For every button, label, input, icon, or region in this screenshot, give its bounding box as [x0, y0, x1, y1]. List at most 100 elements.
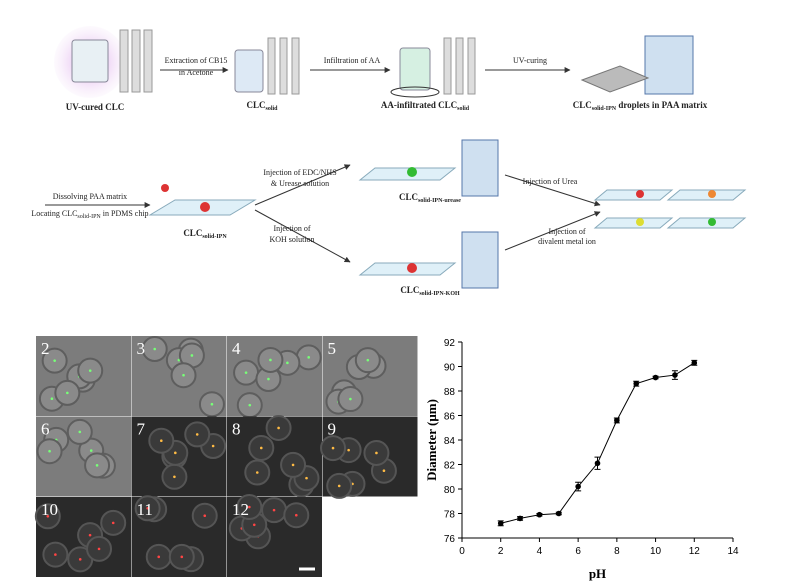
micrograph-panel: 2	[36, 336, 131, 416]
step-text: in Acetone	[179, 68, 214, 77]
droplet-core	[153, 347, 157, 351]
chips	[148, 167, 747, 276]
label: AA-infiltrated CLCsolid	[381, 100, 470, 112]
droplet-core	[286, 361, 289, 365]
droplet-core	[248, 505, 251, 509]
droplet-core	[88, 533, 92, 537]
label: UV-cured CLC	[66, 102, 124, 112]
droplet-core	[78, 558, 82, 561]
panel-label: 2	[41, 339, 50, 358]
x-tick-label: 10	[650, 546, 662, 557]
droplet-core	[337, 484, 341, 488]
label-sub: solid-IPN	[77, 214, 101, 220]
data-point	[672, 372, 678, 378]
step-text: & Urease solution	[271, 179, 329, 188]
schematic: UV-cured CLC Extraction of CB15 in Aceto…	[31, 26, 747, 297]
droplet-core	[95, 464, 99, 467]
panel-label: 3	[137, 339, 146, 358]
droplet-core	[203, 514, 207, 518]
data-point	[691, 360, 698, 366]
droplet-core	[190, 354, 194, 357]
y-axis-label: Diameter (μm)	[424, 399, 439, 481]
droplet-core	[244, 371, 248, 374]
droplet-core	[173, 475, 176, 479]
data-point	[633, 380, 640, 387]
micrograph-panel: 9	[320, 416, 418, 499]
data-point	[517, 515, 523, 522]
droplet-core	[89, 449, 93, 452]
beaker	[234, 49, 264, 93]
lattice	[119, 29, 694, 95]
y-tick-label: 88	[444, 387, 456, 398]
data-line	[500, 362, 695, 524]
panel-label: 10	[41, 500, 58, 519]
droplet-core	[182, 373, 185, 377]
y-tick-label: 84	[444, 436, 456, 447]
droplet-core	[88, 369, 92, 372]
micrograph-panel: 12	[227, 494, 322, 577]
label-sub: solid	[266, 106, 279, 112]
label-main: CLC	[400, 285, 419, 295]
panel-label: 5	[328, 339, 337, 358]
label-main: CLC	[573, 100, 592, 110]
droplet-core	[50, 397, 54, 401]
label-rest: in PDMS chip	[101, 209, 149, 218]
x-tick-label: 4	[537, 546, 543, 557]
micrograph-panel: 11	[131, 495, 227, 577]
droplet-core	[349, 397, 352, 401]
droplet-core	[195, 433, 199, 436]
droplet-core	[252, 523, 256, 527]
step-text: Extraction of CB15	[165, 56, 228, 65]
droplet-core	[210, 402, 214, 406]
x-tick-label: 0	[459, 546, 465, 557]
micrograph-panel: 10	[34, 497, 131, 577]
droplet-core	[157, 555, 161, 559]
x-tick-label: 14	[727, 546, 739, 557]
step-text: Injection of Urea	[523, 177, 578, 186]
droplet-core	[291, 463, 295, 467]
droplet-core	[248, 403, 252, 407]
label-sub: solid	[457, 106, 470, 112]
panel-label: 4	[232, 339, 241, 358]
beaker	[71, 39, 109, 83]
step-text: Infiltration of AA	[324, 56, 381, 65]
droplet-core	[259, 446, 263, 450]
label-rest: droplets in PAA matrix	[616, 100, 708, 110]
panel-label: 8	[232, 420, 241, 439]
droplet-core	[307, 356, 310, 359]
x-tick-label: 6	[575, 546, 581, 557]
data-point	[652, 374, 659, 381]
y-tick-label: 78	[444, 510, 456, 521]
step-text: UV-curing	[513, 56, 547, 65]
droplet-core	[53, 359, 56, 362]
droplet-core	[174, 451, 177, 455]
droplet-core	[146, 506, 149, 510]
arrows	[45, 67, 601, 263]
data-point	[497, 520, 504, 527]
label-main: CLC	[399, 192, 418, 202]
step-text: Injection of	[548, 227, 585, 236]
droplets	[161, 167, 716, 273]
y-tick-label: 80	[444, 485, 456, 496]
matrix-slab	[580, 65, 650, 93]
micrograph-panel: 3	[131, 336, 227, 418]
label-main: CLC	[246, 100, 265, 110]
x-tick-label: 2	[498, 546, 504, 557]
step-text: Dissolving PAA matrix	[53, 192, 127, 201]
label-main: Locating CLC	[31, 209, 77, 218]
droplet-core	[255, 471, 259, 474]
data-point	[536, 511, 543, 518]
label: CLCsolid-IPN droplets in PAA matrix	[573, 100, 708, 112]
droplet-core	[267, 377, 270, 381]
droplet-core	[78, 430, 82, 434]
panel-label: 7	[137, 420, 146, 439]
droplet-core	[111, 521, 115, 525]
micrograph-panel: 6	[36, 416, 131, 497]
micrograph-panel: 5	[322, 336, 418, 416]
step-text: Injection of EDC/NHS	[263, 168, 336, 177]
y-tick-label: 90	[444, 363, 456, 374]
droplet-core	[180, 555, 184, 559]
step-text: Injection of	[273, 224, 310, 233]
